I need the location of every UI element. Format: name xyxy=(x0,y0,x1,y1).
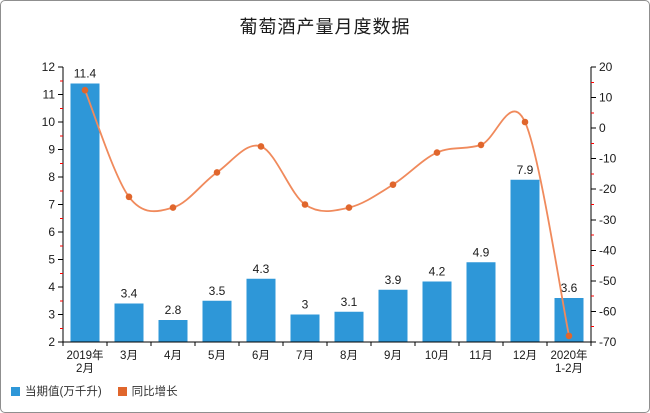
legend-swatch-bar-icon xyxy=(11,386,20,396)
svg-text:6: 6 xyxy=(48,225,55,239)
svg-text:0: 0 xyxy=(599,121,606,135)
svg-text:3: 3 xyxy=(302,298,309,312)
svg-text:2.8: 2.8 xyxy=(165,303,182,317)
legend-label-bar: 当期值(万千升) xyxy=(25,386,102,398)
svg-text:-30: -30 xyxy=(599,213,617,227)
svg-text:3月: 3月 xyxy=(120,350,138,362)
svg-text:2: 2 xyxy=(48,335,55,349)
svg-text:4月: 4月 xyxy=(164,350,182,362)
svg-text:3.9: 3.9 xyxy=(385,273,402,287)
legend-label-line: 同比增长 xyxy=(131,386,178,398)
svg-text:4.3: 4.3 xyxy=(253,262,270,276)
svg-text:7: 7 xyxy=(48,198,55,212)
svg-text:4.2: 4.2 xyxy=(429,265,446,279)
svg-text:-70: -70 xyxy=(599,335,617,349)
svg-text:5月: 5月 xyxy=(208,350,226,362)
svg-text:9月: 9月 xyxy=(384,350,402,362)
svg-text:3.6: 3.6 xyxy=(561,281,578,295)
svg-text:3.4: 3.4 xyxy=(121,287,138,301)
svg-text:3.1: 3.1 xyxy=(341,295,358,309)
legend-swatch-line-icon xyxy=(117,386,127,396)
svg-text:-60: -60 xyxy=(599,304,617,318)
svg-text:8月: 8月 xyxy=(340,350,358,362)
svg-text:3: 3 xyxy=(48,308,55,322)
svg-text:11: 11 xyxy=(43,88,56,102)
svg-text:5: 5 xyxy=(48,253,55,267)
svg-text:4.9: 4.9 xyxy=(473,245,490,259)
svg-text:3.5: 3.5 xyxy=(209,284,226,298)
svg-text:12月: 12月 xyxy=(513,350,537,362)
svg-text:20: 20 xyxy=(599,60,613,74)
svg-text:11月: 11月 xyxy=(469,350,492,362)
svg-text:11.4: 11.4 xyxy=(74,67,97,81)
svg-text:4: 4 xyxy=(48,280,55,294)
legend-item-bar-series: 当期值(万千升) xyxy=(11,383,102,399)
svg-text:7.9: 7.9 xyxy=(517,163,534,177)
chart-title: 葡萄酒产量月度数据 xyxy=(239,17,411,37)
svg-text:9: 9 xyxy=(48,143,55,157)
svg-text:-50: -50 xyxy=(599,274,617,288)
svg-text:12: 12 xyxy=(42,60,56,74)
svg-text:8: 8 xyxy=(48,170,55,184)
svg-text:-20: -20 xyxy=(599,182,617,196)
svg-text:-40: -40 xyxy=(599,243,617,257)
chart-legend: 当期值(万千升) 同比增长 xyxy=(11,383,178,399)
svg-text:10: 10 xyxy=(42,115,56,129)
svg-text:6月: 6月 xyxy=(252,350,270,362)
svg-text:10: 10 xyxy=(599,91,613,105)
legend-item-line-series: 同比增长 xyxy=(117,383,178,399)
svg-text:-10: -10 xyxy=(599,152,617,166)
svg-text:10月: 10月 xyxy=(425,350,449,362)
svg-text:7月: 7月 xyxy=(296,350,314,362)
